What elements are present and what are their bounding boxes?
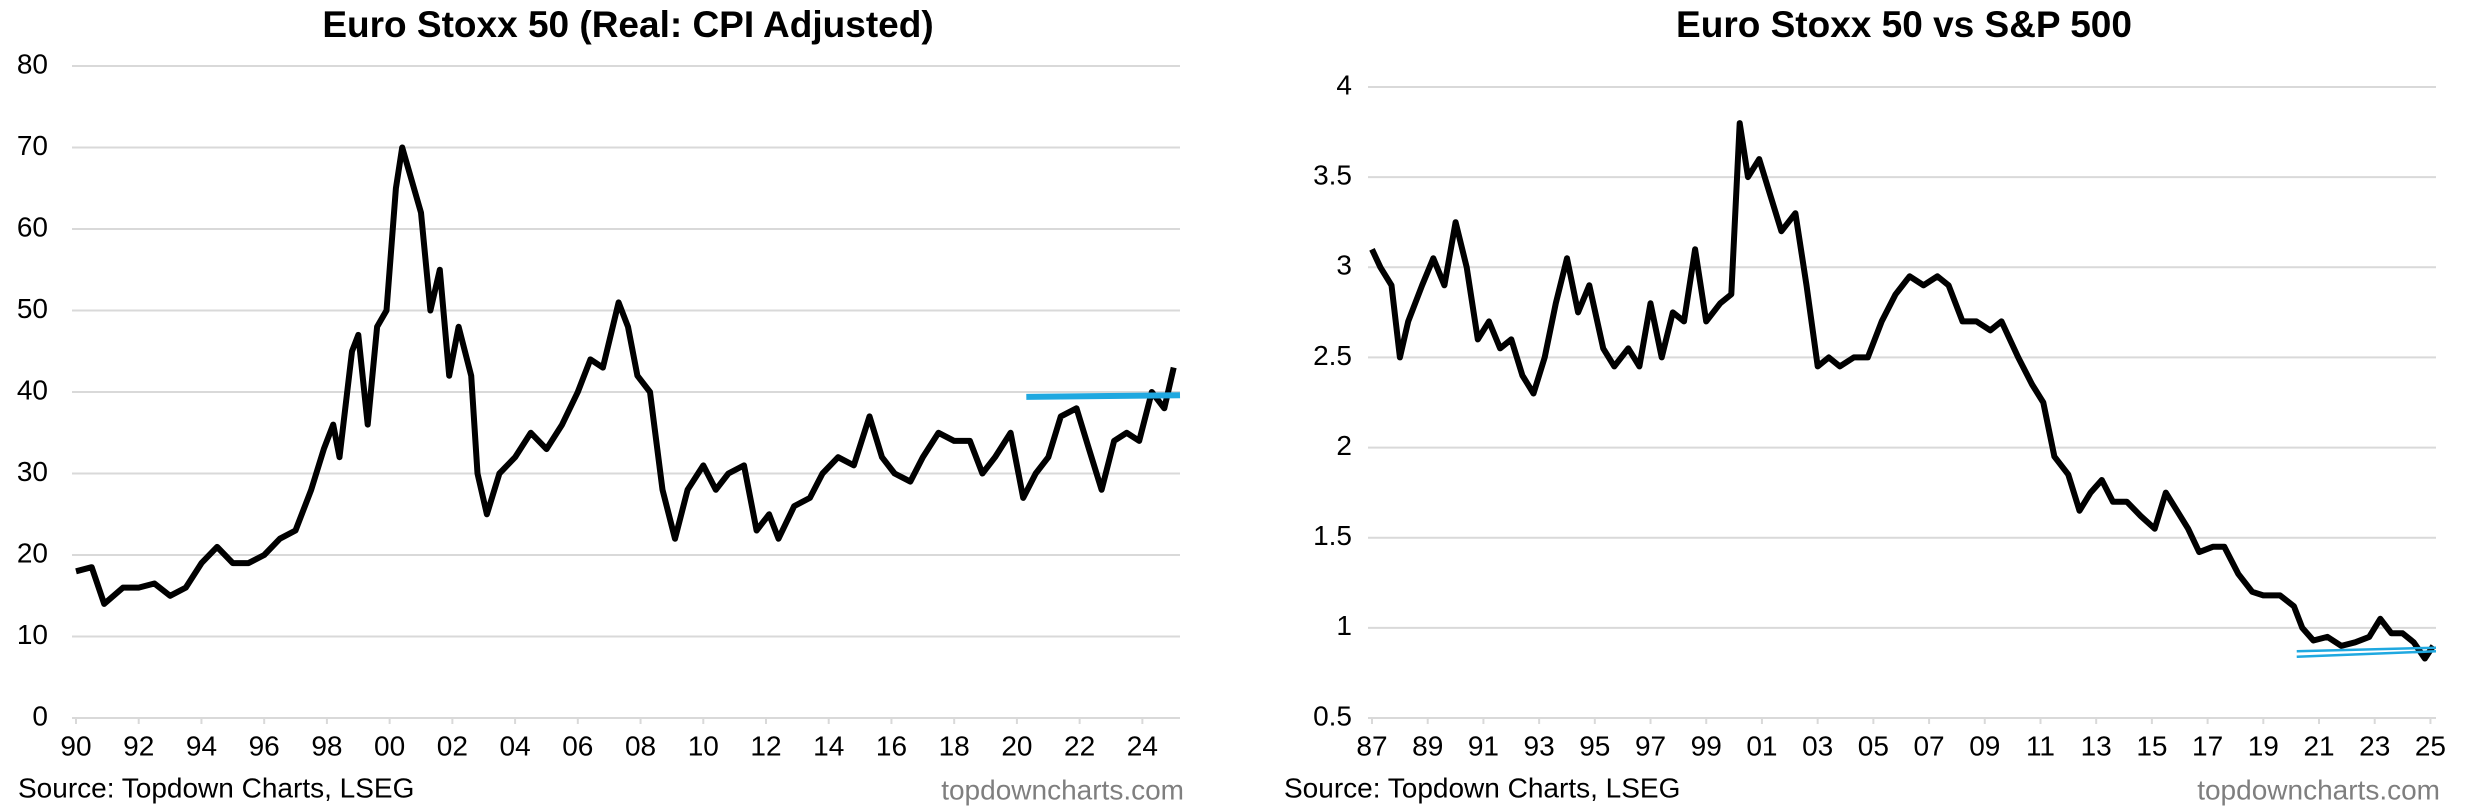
y-tick-label: 60 bbox=[17, 211, 48, 242]
chart-title: Euro Stoxx 50 vs S&P 500 bbox=[1676, 4, 2132, 45]
y-tick-label: 80 bbox=[17, 48, 48, 79]
y-tick-label: 30 bbox=[17, 456, 48, 487]
y-tick-label: 2.5 bbox=[1313, 340, 1352, 371]
x-tick-label: 87 bbox=[1356, 730, 1387, 761]
source-note: Source: Topdown Charts, LSEG bbox=[1284, 772, 1680, 803]
source-note: Source: Topdown Charts, LSEG bbox=[18, 772, 414, 803]
x-tick-label: 91 bbox=[1468, 730, 1499, 761]
x-tick-label: 23 bbox=[2359, 730, 2390, 761]
x-tick-label: 25 bbox=[2415, 730, 2446, 761]
y-tick-label: 50 bbox=[17, 293, 48, 324]
y-tick-label: 1 bbox=[1336, 610, 1352, 641]
x-tick-label: 02 bbox=[437, 730, 468, 761]
x-tick-label: 96 bbox=[249, 730, 280, 761]
x-tick-label: 07 bbox=[1913, 730, 1944, 761]
x-tick-label: 97 bbox=[1635, 730, 1666, 761]
x-tick-label: 13 bbox=[2081, 730, 2112, 761]
x-tick-label: 95 bbox=[1579, 730, 1610, 761]
x-tick-label: 21 bbox=[2303, 730, 2334, 761]
data-line bbox=[75, 144, 1177, 607]
x-tick-label: 09 bbox=[1969, 730, 2000, 761]
x-tick-label: 89 bbox=[1412, 730, 1443, 761]
x-tick-label: 10 bbox=[688, 730, 719, 761]
x-tick-label: 99 bbox=[1691, 730, 1722, 761]
x-tick-label: 14 bbox=[813, 730, 844, 761]
x-tick-label: 00 bbox=[374, 730, 405, 761]
watermark: topdowncharts.com bbox=[2197, 774, 2440, 805]
watermark: topdowncharts.com bbox=[941, 774, 1184, 805]
y-tick-label: 20 bbox=[17, 537, 48, 568]
x-tick-label: 93 bbox=[1524, 730, 1555, 761]
x-tick-label: 12 bbox=[750, 730, 781, 761]
y-tick-label: 3.5 bbox=[1313, 160, 1352, 191]
chart-title: Euro Stoxx 50 (Real: CPI Adjusted) bbox=[322, 4, 933, 45]
x-tick-label: 98 bbox=[311, 730, 342, 761]
x-tick-label: 05 bbox=[1858, 730, 1889, 761]
x-tick-label: 20 bbox=[1001, 730, 1032, 761]
x-tick-label: 08 bbox=[625, 730, 656, 761]
y-tick-label: 4 bbox=[1336, 69, 1352, 100]
y-tick-label: 3 bbox=[1336, 250, 1352, 281]
reference-line bbox=[1026, 392, 1181, 400]
x-tick-label: 16 bbox=[876, 730, 907, 761]
y-tick-label: 0.5 bbox=[1313, 700, 1352, 731]
x-tick-label: 18 bbox=[939, 730, 970, 761]
x-tick-label: 22 bbox=[1064, 730, 1095, 761]
x-tick-label: 92 bbox=[123, 730, 154, 761]
y-tick-label: 1.5 bbox=[1313, 520, 1352, 551]
x-tick-label: 94 bbox=[186, 730, 217, 761]
y-tick-label: 0 bbox=[32, 700, 48, 731]
reference-line bbox=[2296, 650, 2437, 658]
x-tick-label: 03 bbox=[1802, 730, 1833, 761]
y-tick-label: 10 bbox=[17, 619, 48, 650]
x-tick-label: 19 bbox=[2248, 730, 2279, 761]
x-tick-label: 06 bbox=[562, 730, 593, 761]
x-tick-label: 01 bbox=[1746, 730, 1777, 761]
x-tick-label: 11 bbox=[2026, 730, 2055, 761]
y-tick-label: 70 bbox=[17, 130, 48, 161]
y-tick-label: 2 bbox=[1336, 430, 1352, 461]
data-line bbox=[1369, 120, 2436, 662]
y-tick-label: 40 bbox=[17, 374, 48, 405]
x-tick-label: 15 bbox=[2136, 730, 2167, 761]
x-tick-label: 90 bbox=[60, 730, 91, 761]
x-tick-label: 24 bbox=[1127, 730, 1158, 761]
reference-line bbox=[2296, 646, 2437, 653]
x-tick-label: 17 bbox=[2192, 730, 2223, 761]
x-tick-label: 04 bbox=[500, 730, 531, 761]
